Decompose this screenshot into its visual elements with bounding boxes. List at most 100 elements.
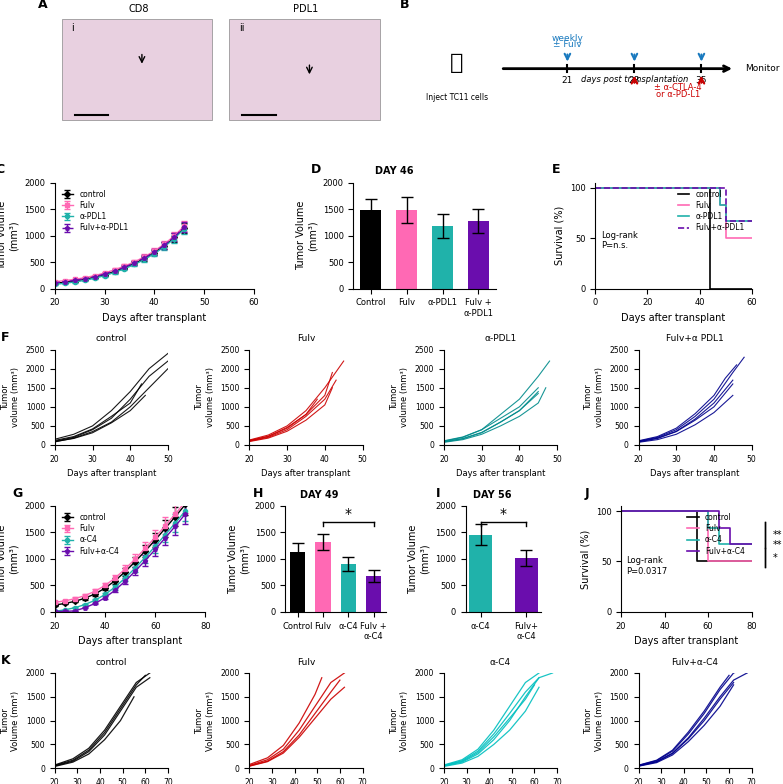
Fulv+α-C4 [725, 539, 734, 549]
control [705, 183, 715, 192]
Fulv [705, 183, 715, 192]
Fulv [747, 234, 756, 243]
Title: Fulv: Fulv [297, 334, 315, 343]
Bar [316, 542, 330, 612]
Line: control: control [621, 511, 752, 561]
α-C4 [714, 539, 723, 549]
Text: A: A [38, 0, 48, 12]
Line: Fulv: Fulv [621, 511, 752, 561]
Legend: control, Fulv, α-C4, Fulv+α-C4: control, Fulv, α-C4, Fulv+α-C4 [684, 510, 748, 559]
Bar [467, 221, 489, 289]
α-C4 [747, 539, 756, 549]
Fulv+α-PDL1 [721, 200, 731, 209]
control [590, 183, 600, 192]
Line: Fulv: Fulv [595, 187, 752, 238]
Fulv [721, 200, 731, 209]
Text: DAY 49: DAY 49 [301, 490, 339, 499]
Fulv+α-C4 [616, 506, 626, 516]
α-PDL1 [590, 183, 600, 192]
α-C4 [693, 506, 702, 516]
Title: Fulv+α-C4: Fulv+α-C4 [672, 658, 719, 666]
Title: control: control [96, 658, 127, 666]
Y-axis label: Tumor volume
(mm³): Tumor volume (mm³) [0, 201, 19, 270]
Text: Log-rank
P=n.s.: Log-rank P=n.s. [601, 231, 638, 250]
Text: Log-rank
P=0.0317: Log-rank P=0.0317 [626, 557, 668, 575]
α-PDL1 [721, 216, 731, 226]
Text: CD8: CD8 [128, 4, 149, 13]
X-axis label: Days after transplant: Days after transplant [634, 637, 738, 646]
Legend: control, Fulv, α-PDL1, Fulv+α-PDL1: control, Fulv, α-PDL1, Fulv+α-PDL1 [675, 187, 748, 235]
Text: or α-PD-L1: or α-PD-L1 [656, 90, 700, 100]
Fulv [747, 557, 756, 566]
Text: i: i [71, 23, 74, 33]
Y-axis label: Tumor
Volume (mm³): Tumor Volume (mm³) [195, 691, 215, 751]
Text: *: * [773, 553, 778, 563]
Text: DAY 56: DAY 56 [474, 490, 512, 499]
Text: G: G [13, 487, 23, 499]
Text: E: E [551, 163, 560, 176]
Y-axis label: Survival (%): Survival (%) [554, 206, 565, 265]
Bar [229, 19, 380, 119]
α-PDL1 [747, 216, 756, 226]
Text: *: * [500, 506, 507, 521]
control [693, 506, 702, 516]
Text: 🖱: 🖱 [450, 53, 464, 74]
Fulv+α-C4 [703, 506, 713, 516]
Line: control: control [595, 187, 752, 289]
Y-axis label: Tumor
Volume (mm³): Tumor Volume (mm³) [390, 691, 410, 751]
Text: F: F [1, 331, 9, 344]
X-axis label: Days after transplant: Days after transplant [103, 313, 207, 323]
Bar [431, 226, 453, 289]
Bar [62, 19, 212, 119]
Title: Fulv+α PDL1: Fulv+α PDL1 [666, 334, 724, 343]
α-C4 [616, 506, 626, 516]
X-axis label: Days after transplant: Days after transplant [622, 313, 726, 323]
Y-axis label: Tumor Volume
(mm³): Tumor Volume (mm³) [408, 524, 430, 593]
Title: control: control [96, 334, 127, 343]
Fulv [703, 539, 713, 549]
Text: J: J [585, 487, 589, 499]
Fulv+α-PDL1 [590, 183, 600, 192]
Y-axis label: Tumor
volume (mm³): Tumor volume (mm³) [1, 367, 20, 427]
Text: B: B [400, 0, 410, 12]
Legend: control, Fulv, α-C4, Fulv+α-C4: control, Fulv, α-C4, Fulv+α-C4 [59, 510, 122, 559]
Text: weekly: weekly [551, 34, 583, 43]
X-axis label: Days after transplant: Days after transplant [651, 470, 740, 478]
Bar [469, 535, 492, 612]
Line: α-C4: α-C4 [621, 511, 752, 544]
Text: 21: 21 [561, 76, 573, 85]
Fulv [716, 200, 725, 209]
control [705, 284, 715, 293]
Y-axis label: Tumor
volume (mm³): Tumor volume (mm³) [584, 367, 604, 427]
Y-axis label: Tumor
Volume (mm³): Tumor Volume (mm³) [1, 691, 20, 751]
Text: C: C [0, 163, 4, 176]
Text: PDL1: PDL1 [294, 4, 319, 13]
Text: *: * [345, 506, 352, 521]
Fulv [721, 234, 731, 243]
Y-axis label: Tumor
volume (mm³): Tumor volume (mm³) [195, 367, 215, 427]
Text: **: ** [773, 539, 782, 550]
Bar [360, 209, 381, 289]
control [747, 284, 756, 293]
Text: ii: ii [239, 23, 244, 33]
Legend: control, Fulv, α-PDL1, Fulv+α-PDL1: control, Fulv, α-PDL1, Fulv+α-PDL1 [59, 187, 132, 235]
Line: α-PDL1: α-PDL1 [595, 187, 752, 221]
Y-axis label: Tumor Volume
(mm³): Tumor Volume (mm³) [0, 524, 19, 593]
Fulv [703, 557, 713, 566]
X-axis label: Days after transplant: Days after transplant [78, 637, 182, 646]
Text: Inject TC11 cells: Inject TC11 cells [426, 93, 488, 103]
control [693, 557, 702, 566]
X-axis label: Days after transplant: Days after transplant [456, 470, 545, 478]
X-axis label: Days after transplant: Days after transplant [262, 470, 351, 478]
Text: **: ** [773, 530, 782, 540]
Title: α-C4: α-C4 [490, 658, 511, 666]
α-C4 [714, 524, 723, 533]
Text: 35: 35 [695, 76, 707, 85]
Title: α-PDL1: α-PDL1 [485, 334, 517, 343]
Text: I: I [435, 487, 440, 499]
Y-axis label: Survival (%): Survival (%) [580, 529, 590, 589]
Fulv+α-PDL1 [747, 216, 756, 226]
α-PDL1 [721, 200, 731, 209]
Y-axis label: Tumor
volume (mm³): Tumor volume (mm³) [390, 367, 410, 427]
Bar [396, 210, 417, 289]
